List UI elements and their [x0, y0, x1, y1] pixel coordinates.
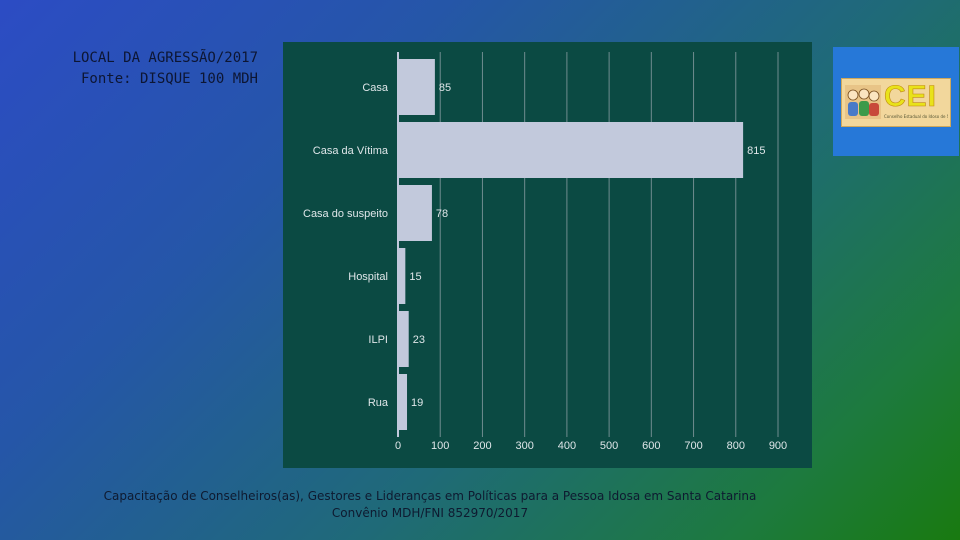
footer-line-1: Capacitação de Conselheiros(as), Gestore…	[103, 489, 757, 503]
logo-frame: CEI Conselho Estadual do Idoso de Santa …	[833, 47, 959, 156]
data-label: 15	[409, 271, 421, 283]
category-label: ILPI	[368, 334, 388, 346]
bar	[399, 122, 744, 178]
category-label: Casa da Vítima	[313, 145, 389, 157]
bar	[399, 311, 409, 367]
x-tick-label: 600	[642, 440, 660, 452]
x-tick-label: 700	[684, 440, 702, 452]
data-label: 85	[439, 82, 451, 94]
category-label: Rua	[368, 397, 389, 409]
x-tick-label: 500	[600, 440, 618, 452]
x-tick-label: 200	[473, 440, 491, 452]
title-block: LOCAL DA AGRESSÃO/2017 Fonte: DISQUE 100…	[30, 48, 258, 90]
chart-panel: 0 100 200 300 400 500 600 700 800 900 Casa 85 Casa d…	[283, 42, 812, 468]
x-tick-label: 900	[769, 440, 787, 452]
data-label: 78	[436, 208, 448, 220]
x-tick-label: 400	[558, 440, 576, 452]
data-label: 815	[747, 145, 765, 157]
logo-subtitle: Conselho Estadual do Idoso de Santa Cata…	[884, 114, 948, 119]
footer-line-2: Convênio MDH/FNI 852970/2017	[331, 506, 529, 520]
data-label: 23	[413, 334, 425, 346]
chart-title: LOCAL DA AGRESSÃO/2017	[72, 50, 258, 66]
data-label: 19	[411, 397, 423, 409]
category-label: Hospital	[348, 271, 388, 283]
cei-logo: CEI Conselho Estadual do Idoso de Santa …	[841, 78, 951, 127]
chart-source: Fonte: DISQUE 100 MDH	[80, 71, 258, 87]
bar	[399, 374, 408, 430]
category-label: Casa	[362, 82, 389, 94]
x-tick-label: 0	[395, 440, 401, 452]
bar	[399, 248, 406, 304]
logo-text: CEI	[884, 80, 938, 114]
x-tick-label: 800	[727, 440, 745, 452]
x-tick-label: 100	[431, 440, 449, 452]
category-label: Casa do suspeito	[303, 208, 388, 220]
footer: Capacitação de Conselheiros(as), Gestore…	[80, 488, 780, 522]
elderly-people-icon	[845, 85, 881, 119]
bar	[399, 59, 435, 115]
bar	[399, 185, 432, 241]
x-tick-label: 300	[515, 440, 533, 452]
bar-chart: 0 100 200 300 400 500 600 700 800 900 Casa 85 Casa d…	[303, 52, 787, 452]
